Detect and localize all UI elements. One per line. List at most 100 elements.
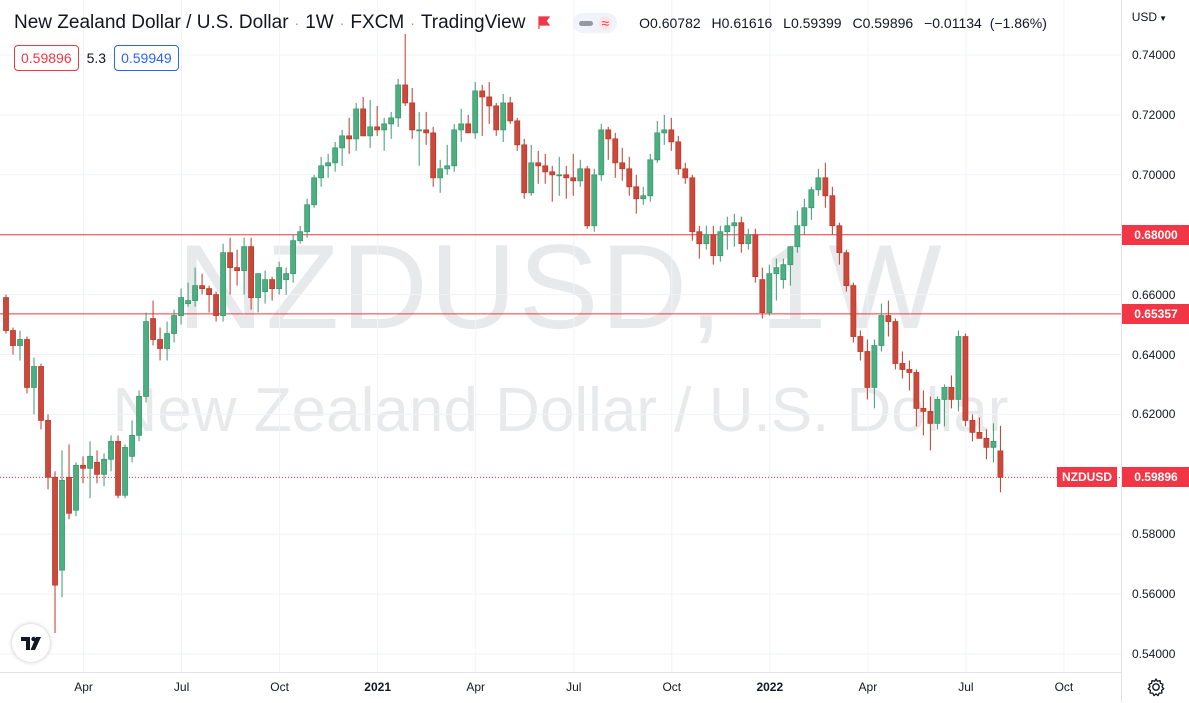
buy-button[interactable]: 0.59949 (114, 45, 179, 71)
candle-body (409, 102, 416, 131)
candle-body (598, 129, 605, 176)
candle-body (528, 162, 535, 194)
watermark-name: New Zealand Dollar / U.S. Dollar (112, 376, 1009, 445)
candle-body (255, 273, 262, 298)
watermark-symbol: NZDUSD, 1W (177, 220, 944, 354)
price-tick-label: 0.56000 (1132, 587, 1176, 602)
candle-body (570, 177, 577, 182)
price-chart[interactable] (0, 0, 1121, 672)
candle-body (892, 321, 899, 364)
candle-body (171, 315, 177, 334)
candle-body (647, 159, 654, 197)
candle-body (759, 279, 766, 313)
candle-body (122, 446, 128, 496)
candle-body (745, 234, 752, 245)
candle-body (332, 147, 339, 164)
symbol-title[interactable]: New Zealand Dollar / U.S. Dollar (14, 12, 289, 33)
candle-body (927, 411, 934, 424)
candle-body (535, 162, 542, 167)
candle-body (983, 437, 990, 448)
interval-label[interactable]: 1W (305, 12, 334, 33)
candle-body (423, 129, 430, 134)
time-tick-label: 2021 (364, 680, 392, 694)
currency-selector[interactable]: USD ▼ (1131, 10, 1167, 24)
price-tick-label: 0.74000 (1132, 48, 1176, 62)
close-value: 0.59896 (862, 15, 914, 31)
candle-body (297, 231, 304, 242)
ohlc-values: O0.60782 H0.61616 L0.59399 C0.59896 −0.0… (639, 15, 1047, 31)
candle-body (871, 345, 878, 388)
candle-body (794, 225, 801, 248)
candle-body (563, 174, 570, 179)
candle-body (836, 225, 843, 254)
candle-body (402, 84, 409, 104)
candle-body (451, 129, 458, 167)
candle-body (24, 339, 30, 388)
candle-body (829, 195, 836, 227)
candle-body (815, 177, 822, 191)
candle-body (549, 171, 556, 176)
candle-body (822, 177, 829, 197)
candle-body (276, 267, 283, 290)
candle-body (731, 222, 738, 227)
minus-icon (579, 20, 594, 26)
level-price-tag[interactable]: 0.65357 (1122, 303, 1189, 324)
candle-body (213, 294, 219, 316)
candle-body (843, 252, 850, 287)
candle-body (444, 165, 451, 170)
candle-body (395, 84, 402, 119)
candle-body (668, 129, 675, 143)
tradingview-logo-icon[interactable] (12, 624, 50, 662)
chart-legend: New Zealand Dollar / U.S. Dollar · 1W · … (14, 12, 1047, 34)
candle-body (990, 440, 997, 448)
candle-body (87, 455, 93, 469)
candle-body (521, 144, 528, 194)
candle-body (101, 458, 107, 475)
candle-body (486, 96, 493, 107)
candle-body (430, 132, 437, 179)
candle-body (458, 123, 465, 131)
symbol-price-tag: NZDUSD (1057, 467, 1117, 488)
candle-body (374, 126, 381, 131)
candle-body (773, 267, 780, 275)
price-tick-label: 0.66000 (1132, 287, 1176, 302)
candle-body (311, 177, 318, 206)
candle-body (920, 408, 927, 412)
candle-body (150, 318, 156, 340)
candle-body (108, 440, 114, 460)
price-tick-label: 0.72000 (1132, 107, 1176, 122)
candle-body (178, 297, 184, 316)
candle-body (472, 90, 479, 134)
candle-body (465, 123, 472, 134)
candle-body (192, 285, 198, 301)
candle-body (766, 273, 773, 313)
candle-body (703, 234, 710, 245)
candle-body (388, 117, 395, 125)
separator-dot: · (339, 15, 345, 31)
exchange-label: FXCM (350, 12, 405, 33)
time-scale[interactable]: Apr Jul Oct 2021 Apr Jul Oct 2022 Apr Jul Oct (0, 672, 1121, 702)
candle-body (934, 399, 941, 424)
settings-gear-icon[interactable] (1145, 676, 1167, 698)
flag-icon[interactable] (537, 16, 551, 30)
candle-body (969, 419, 976, 433)
candle-body (899, 363, 906, 370)
candle-body (640, 195, 647, 200)
candle-body (941, 387, 948, 400)
candle-body (241, 246, 248, 272)
candle-body (577, 168, 584, 182)
indicator-toggle[interactable]: ≈ (573, 13, 618, 33)
wave-icon: ≈ (599, 15, 612, 31)
candle-body (248, 246, 255, 298)
candle-body (654, 132, 661, 161)
candle-body (885, 315, 892, 322)
price-scale[interactable]: USD▼ 0.540000.560000.580000.600000.62000… (1121, 0, 1189, 702)
low-value: 0.59399 (790, 15, 842, 31)
candle-body (304, 204, 311, 233)
sell-button[interactable]: 0.59896 (14, 45, 79, 71)
candle-body (3, 297, 9, 331)
level-price-tag[interactable]: 0.68000 (1122, 224, 1189, 245)
candle-body (507, 102, 514, 122)
candle-body (976, 431, 983, 439)
chart-area[interactable]: NZDUSD, 1W New Zealand Dollar / U.S. Dol… (0, 0, 1121, 672)
